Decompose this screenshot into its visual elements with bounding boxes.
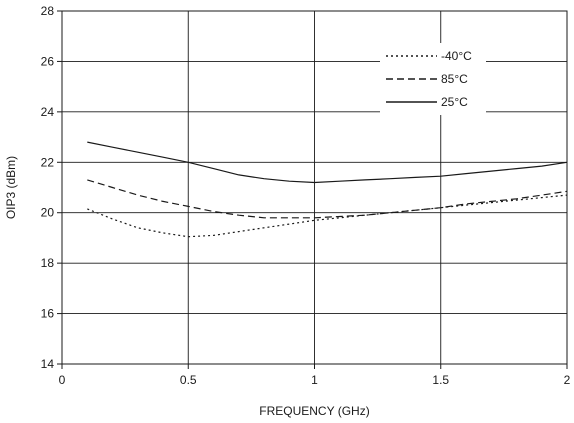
x-tick-label: 2 [564,373,571,387]
series-lines [87,141,568,238]
x-axis-label: FREQUENCY (GHz) [259,404,369,418]
x-tick-label: 1.5 [432,373,449,387]
y-axis-label: OIP3 (dBm) [4,156,18,219]
series-line-0 [87,194,568,238]
x-tick-label: 1 [311,373,318,387]
series-line-2 [87,141,568,184]
y-tick-label: 28 [41,4,55,18]
series-line-1 [87,179,568,219]
legend-label-1: 85°C [441,72,468,86]
legend: -40°C 85°C 25°C [380,43,486,115]
legend-label-2: 25°C [441,95,468,109]
y-tick-label: 14 [41,357,55,371]
y-tick-label: 26 [41,54,55,68]
y-tick-label: 20 [41,206,55,220]
y-axis-ticks: 14 16 18 20 22 24 26 28 [41,4,62,371]
grid [61,10,568,365]
x-tick-label: 0 [59,373,66,387]
y-tick-label: 24 [41,105,55,119]
x-tick-label: 0.5 [180,373,197,387]
y-tick-label: 18 [41,256,55,270]
y-tick-label: 16 [41,307,55,321]
y-tick-label: 22 [41,155,55,169]
legend-label-0: -40°C [441,49,472,63]
x-axis-ticks: 0 0.5 1 1.5 2 [59,364,571,387]
